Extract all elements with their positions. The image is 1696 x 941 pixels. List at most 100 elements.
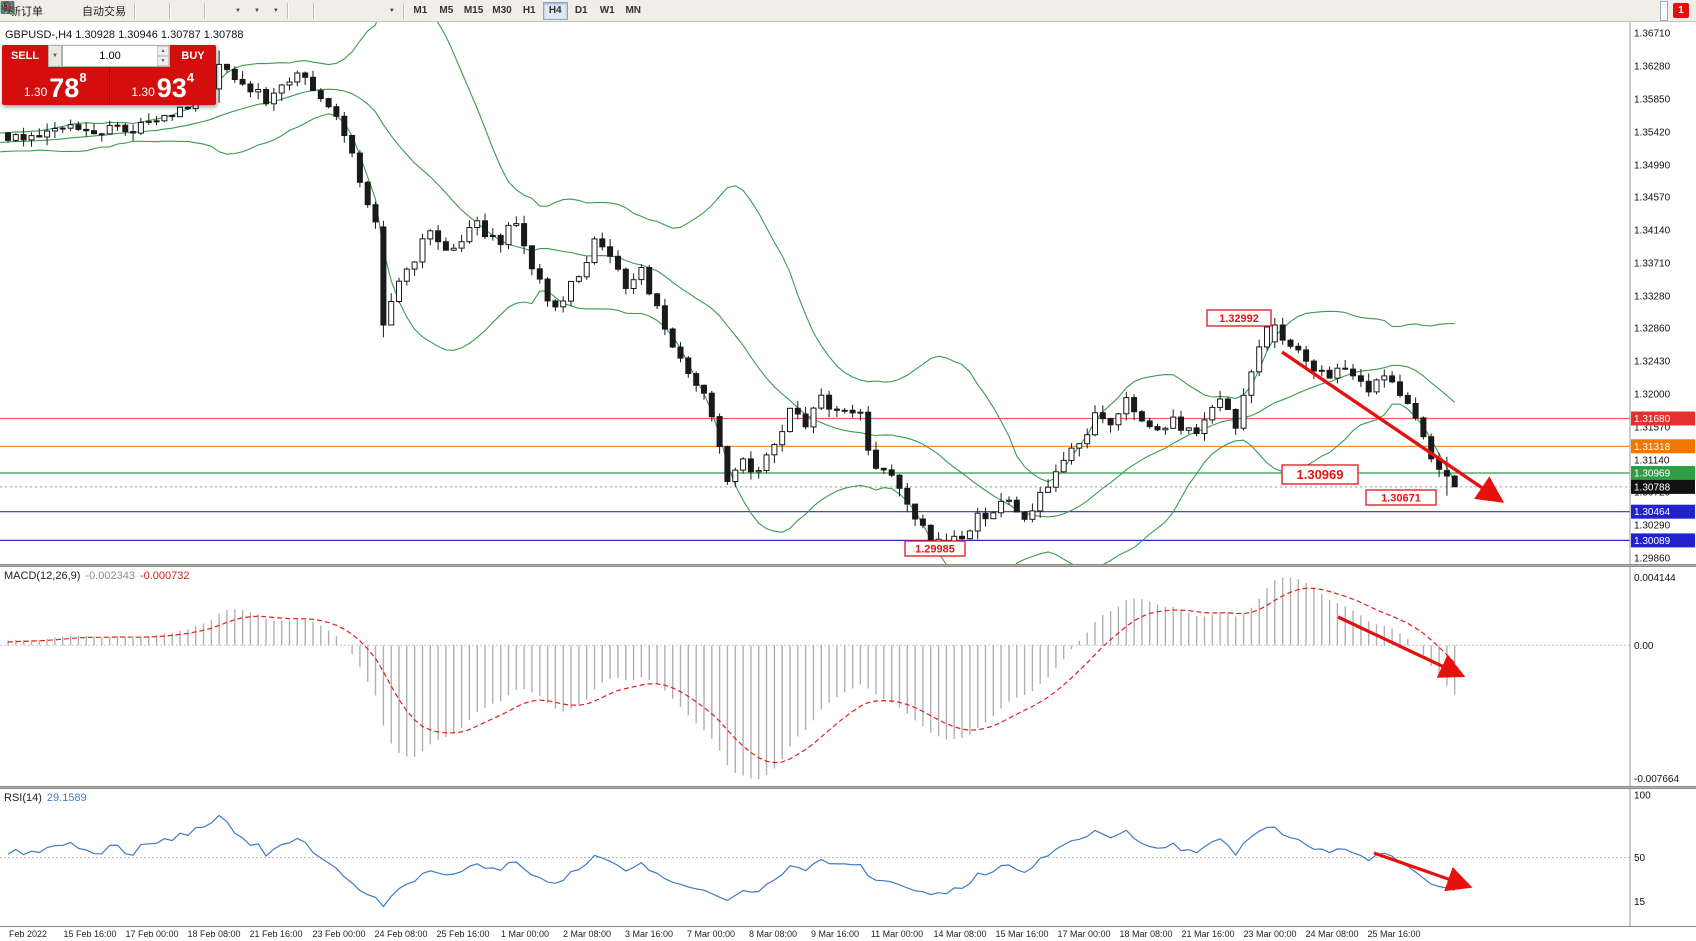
annotation-1.30969[interactable]: 1.30969 — [1281, 464, 1359, 485]
svg-text:1.30969: 1.30969 — [1297, 467, 1344, 482]
price-tick: 1.35850 — [1634, 94, 1671, 105]
macd-axis-zero: 0.00 — [1634, 641, 1654, 652]
macd-axis-max: 0.004144 — [1634, 573, 1676, 584]
templates-button[interactable]: ▼ — [2, 1, 283, 21]
arrange-windows-button[interactable] — [1, 1, 226, 21]
time-label: 17 Mar 00:00 — [1057, 929, 1111, 939]
price-axis-box-1.30969: 1.30969 — [1631, 466, 1695, 480]
time-label: 15 Mar 16:00 — [995, 929, 1049, 939]
tile-windows-button[interactable] — [1, 1, 200, 21]
time-label: 21 Feb 16:00 — [249, 929, 303, 939]
timeframe-M15-button[interactable]: M15 — [460, 2, 487, 20]
periods-button[interactable]: ▼ — [1, 1, 264, 21]
equidistant-channel-tool-button[interactable] — [1, 1, 353, 21]
timeframe-H4-button[interactable]: H4 — [542, 1, 568, 20]
time-label: 25 Mar 16:00 — [1367, 929, 1421, 939]
fibonacci-tool-button[interactable] — [1, 1, 362, 21]
volume-dropdown-caret-icon[interactable]: ▼ — [48, 45, 62, 67]
bollinger-middle-band[interactable] — [0, 88, 1456, 518]
annotation-1.30671[interactable]: 1.30671 — [1365, 489, 1437, 506]
zoom-in-button[interactable] — [1, 1, 182, 21]
price-tick: 1.32430 — [1634, 357, 1671, 368]
volume-input[interactable] — [63, 46, 169, 66]
price-tick: 1.32000 — [1634, 390, 1671, 401]
svg-text:1.29985: 1.29985 — [915, 543, 955, 555]
time-label: 24 Mar 08:00 — [1305, 929, 1359, 939]
market-watch-button[interactable] — [1, 1, 56, 21]
cascade-windows-button[interactable] — [1, 1, 217, 21]
line-chart-mode-button[interactable] — [0, 1, 165, 21]
toolbar-separator — [312, 2, 314, 19]
buy-price[interactable]: 1.30 93 4 — [110, 67, 217, 105]
rsi-trend-arrow[interactable] — [1373, 851, 1473, 892]
candlestick-mode-button[interactable] — [2, 1, 156, 21]
trend-arrow[interactable] — [1281, 350, 1505, 503]
toolbar-separator — [286, 2, 288, 19]
annotation-1.29985[interactable]: 1.29985 — [904, 540, 966, 557]
panel-separator[interactable] — [0, 786, 1696, 789]
annotation-1.32992[interactable]: 1.32992 — [1206, 309, 1272, 327]
trendline-tool-button[interactable] — [1, 1, 344, 21]
panel-separator[interactable] — [0, 564, 1696, 567]
navigator-button[interactable] — [1, 1, 74, 21]
vertical-line-tool-button[interactable] — [6, 1, 326, 21]
time-label: 14 Mar 08:00 — [933, 929, 987, 939]
sell-button[interactable]: SELL — [2, 45, 48, 67]
timeframe-M5-button[interactable]: M5 — [434, 2, 459, 20]
data-window-button[interactable] — [1, 1, 65, 21]
time-label: 8 Mar 08:00 — [748, 929, 798, 939]
toolbar-separator — [169, 2, 170, 19]
buy-price-base: 1.30 — [131, 85, 155, 99]
buy-button[interactable]: BUY — [170, 45, 216, 67]
volume-down-icon[interactable]: ▼ — [157, 56, 169, 66]
trade-panel-divider — [108, 67, 110, 105]
timeframe-W1-button[interactable]: W1 — [595, 2, 620, 20]
time-label: 7 Mar 00:00 — [686, 929, 736, 939]
volume-up-icon[interactable]: ▲ — [157, 46, 169, 56]
zoom-out-button[interactable] — [1, 1, 191, 21]
arrows-objects-button[interactable]: ▼ — [2, 1, 399, 21]
notification-badge[interactable]: 1 — [1673, 3, 1689, 18]
svg-text:A: A — [4, 3, 12, 15]
svg-text:1.30969: 1.30969 — [1634, 469, 1671, 480]
price-chart[interactable]: 1.36710 1.36280 1.35850 1.35420 1.34990 1.345… — [0, 22, 1696, 564]
rsi-panel-chart[interactable]: 100 50 15 — [0, 789, 1696, 926]
timeframe-D1-button[interactable]: D1 — [569, 2, 594, 20]
macd-histogram — [7, 577, 1456, 779]
chart-title: GBPUSD-,H4 1.30928 1.30946 1.30787 1.307… — [5, 29, 244, 41]
sell-price-pip: 8 — [79, 70, 87, 85]
bar-chart-mode-button[interactable] — [2, 1, 147, 21]
toolbar-right: 1 — [1, 0, 1693, 21]
timeframe-MN-button[interactable]: MN — [621, 2, 646, 20]
crosshair-button[interactable] — [1, 1, 309, 21]
svg-text:1.30089: 1.30089 — [1634, 536, 1671, 547]
text-label-tool-button[interactable]: T — [4, 1, 380, 21]
bollinger-upper-band[interactable] — [0, 22, 1455, 483]
price-tick: 1.34570 — [1634, 193, 1671, 204]
price-tick: 1.33710 — [1634, 258, 1671, 269]
time-label: 18 Mar 08:00 — [1119, 929, 1173, 939]
text-tool-button[interactable]: A — [4, 1, 371, 21]
time-axis[interactable]: Feb 2022 15 Feb 16:00 17 Feb 00:00 18 Feb 0… — [0, 926, 1696, 941]
indicators-list-button[interactable]: ▼ — [2, 1, 245, 21]
cursor-button[interactable] — [4, 1, 300, 21]
sell-price[interactable]: 1.30 78 8 — [2, 67, 109, 105]
price-tick: 1.35420 — [1634, 127, 1671, 138]
price-tick: 1.29860 — [1634, 554, 1671, 565]
rsi-axis-tick: 15 — [1634, 897, 1646, 908]
time-label: 2 Mar 08:00 — [562, 929, 612, 939]
timeframe-M1-button[interactable]: M1 — [408, 2, 433, 20]
timeframe-M30-button[interactable]: M30 — [488, 2, 515, 20]
macd-trend-arrow[interactable] — [1337, 615, 1466, 678]
sell-price-base: 1.30 — [23, 85, 48, 99]
price-axis-box-1.30788: 1.30788 — [1631, 479, 1695, 494]
autotrading-button[interactable]: 自动交易 — [0, 1, 130, 21]
search-button[interactable] — [1, 0, 1668, 21]
macd-panel-chart[interactable]: 0.004144 0.00 -0.007664 — [0, 567, 1696, 786]
price-axis-box-1.30464: 1.30464 — [1631, 504, 1695, 519]
horizontal-line-tool-button[interactable] — [1, 1, 335, 21]
timeframe-H1-button[interactable]: H1 — [517, 2, 542, 20]
bollinger-lower-band[interactable] — [0, 113, 1456, 564]
sell-price-big: 78 — [49, 73, 80, 103]
price-tick: 1.31140 — [1634, 455, 1670, 466]
